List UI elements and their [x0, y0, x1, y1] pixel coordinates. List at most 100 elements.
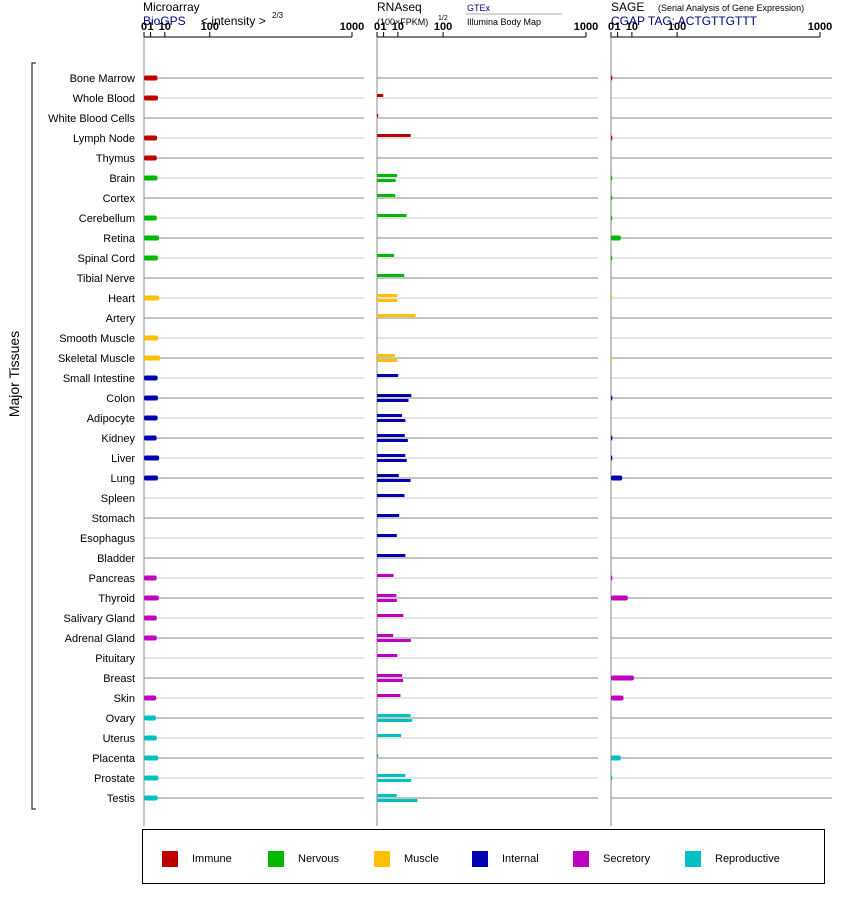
bar-rnaseq-illumina-body-map: [377, 459, 407, 462]
bar-microarray: [144, 335, 159, 341]
microarray-subtitle: BioGPS: [143, 14, 186, 28]
legend-label: Reproductive: [715, 853, 780, 865]
bar-rnaseq-gtex: [377, 194, 396, 197]
bar-microarray: [144, 355, 161, 361]
tissue-label: Brain: [109, 173, 135, 185]
bar-rnaseq-gtex: [377, 594, 397, 597]
bar-microarray: [144, 415, 158, 421]
tissue-label: Tibial Nerve: [77, 273, 135, 285]
tissue-label: Spleen: [101, 493, 135, 505]
bar-rnaseq-gtex: [377, 434, 405, 437]
bar-microarray: [144, 135, 158, 141]
bar-rnaseq-gtex: [377, 554, 406, 557]
bar-microarray: [144, 95, 158, 101]
bar-microarray: [144, 155, 157, 161]
bar-rnaseq-gtex: [377, 114, 379, 117]
bar-sage: [611, 395, 613, 401]
tissue-label: Kidney: [101, 433, 135, 445]
bar-microarray: [144, 215, 157, 221]
tissue-label: Spinal Cord: [78, 253, 135, 265]
bar-microarray: [144, 695, 157, 701]
bar-rnaseq-gtex: [377, 454, 406, 457]
x-tick-label: 0: [141, 21, 147, 33]
tissue-label: White Blood Cells: [48, 113, 135, 125]
x-tick-label: 1: [615, 21, 621, 33]
tissue-label: Salivary Gland: [63, 613, 135, 625]
bar-rnaseq-illumina-body-map: [377, 599, 397, 602]
tissue-label: Small Intestine: [63, 373, 135, 385]
bar-microarray: [144, 595, 159, 601]
bar-microarray: [144, 475, 158, 481]
x-tick-label: 1: [381, 21, 387, 33]
bar-rnaseq-gtex: [377, 494, 405, 497]
legend-item-secretory: Secretory: [573, 851, 650, 867]
legend-label: Immune: [192, 853, 232, 865]
bar-sage: [611, 675, 634, 681]
bar-sage: [611, 595, 628, 601]
bar-microarray: [144, 175, 158, 181]
microarray-title: Microarray: [143, 0, 200, 14]
rnaseq-unit: (100×FPKM): [377, 17, 428, 27]
tissue-label: Cortex: [103, 193, 136, 205]
bar-rnaseq-illumina-body-map: [377, 439, 408, 442]
bar-microarray: [144, 295, 159, 301]
tissue-label: Pituitary: [95, 653, 135, 665]
bar-microarray: [144, 455, 160, 461]
bar-rnaseq-gtex: [377, 674, 403, 677]
x-tick-label: 100: [201, 21, 219, 33]
legend-item-nervous: Nervous: [268, 851, 339, 867]
bar-rnaseq-gtex: [377, 94, 384, 97]
legend-swatch: [268, 851, 284, 867]
bar-rnaseq-gtex: [377, 574, 394, 577]
bar-sage: [611, 475, 623, 481]
bar-microarray: [144, 775, 159, 781]
microarray-unit: < intensity >: [201, 14, 266, 28]
microarray-unit-exp: 2/3: [272, 11, 284, 20]
tissue-label: Placenta: [92, 753, 136, 765]
bar-sage: [611, 255, 613, 261]
legend-swatch: [573, 851, 589, 867]
bar-sage: [611, 695, 624, 701]
tissue-label: Heart: [108, 293, 135, 305]
bar-rnaseq-gtex: [377, 214, 407, 217]
bar-rnaseq-gtex: [377, 134, 411, 137]
x-tick-label: 10: [159, 21, 171, 33]
bar-rnaseq-gtex: [377, 394, 412, 397]
bar-microarray: [144, 395, 158, 401]
bar-rnaseq-illumina-body-map: [377, 479, 411, 482]
tissue-label: Stomach: [92, 513, 135, 525]
bar-rnaseq-gtex: [377, 174, 398, 177]
x-tick-label: 1000: [574, 21, 598, 33]
bar-sage: [611, 75, 613, 81]
tissue-label: Esophagus: [80, 533, 136, 545]
bar-rnaseq-gtex: [377, 254, 395, 257]
bar-sage: [611, 755, 621, 761]
bar-microarray: [144, 635, 157, 641]
legend: Immune Nervous Muscle Internal Secretory Repr…: [142, 829, 825, 884]
bar-rnaseq-illumina-body-map: [377, 419, 406, 422]
bar-microarray: [144, 795, 158, 801]
tissue-label: Thyroid: [98, 593, 135, 605]
bar-rnaseq-gtex: [377, 794, 397, 797]
bar-microarray: [144, 375, 158, 381]
legend-label: Secretory: [603, 853, 651, 865]
legend-swatch: [685, 851, 701, 867]
x-tick-label: 100: [434, 21, 452, 33]
bar-marks: [144, 75, 634, 802]
legend-item-muscle: Muscle: [374, 851, 439, 867]
legend-swatch: [374, 851, 390, 867]
bar-rnaseq-illumina-body-map: [377, 779, 412, 782]
bar-sage: [611, 455, 613, 461]
x-tick-label: 1000: [808, 21, 832, 33]
bar-sage: [611, 195, 613, 201]
legend-swatch: [472, 851, 488, 867]
bar-rnaseq-gtex: [377, 414, 402, 417]
tissue-label: Retina: [103, 233, 136, 245]
bar-rnaseq-illumina-body-map: [377, 179, 396, 182]
bar-microarray: [144, 715, 156, 721]
legend-label: Nervous: [298, 853, 339, 865]
tissue-label: Whole Blood: [73, 93, 135, 105]
x-tick-label: 0: [608, 21, 614, 33]
bar-rnaseq-illumina-body-map: [377, 679, 404, 682]
bar-rnaseq-gtex: [377, 474, 399, 477]
